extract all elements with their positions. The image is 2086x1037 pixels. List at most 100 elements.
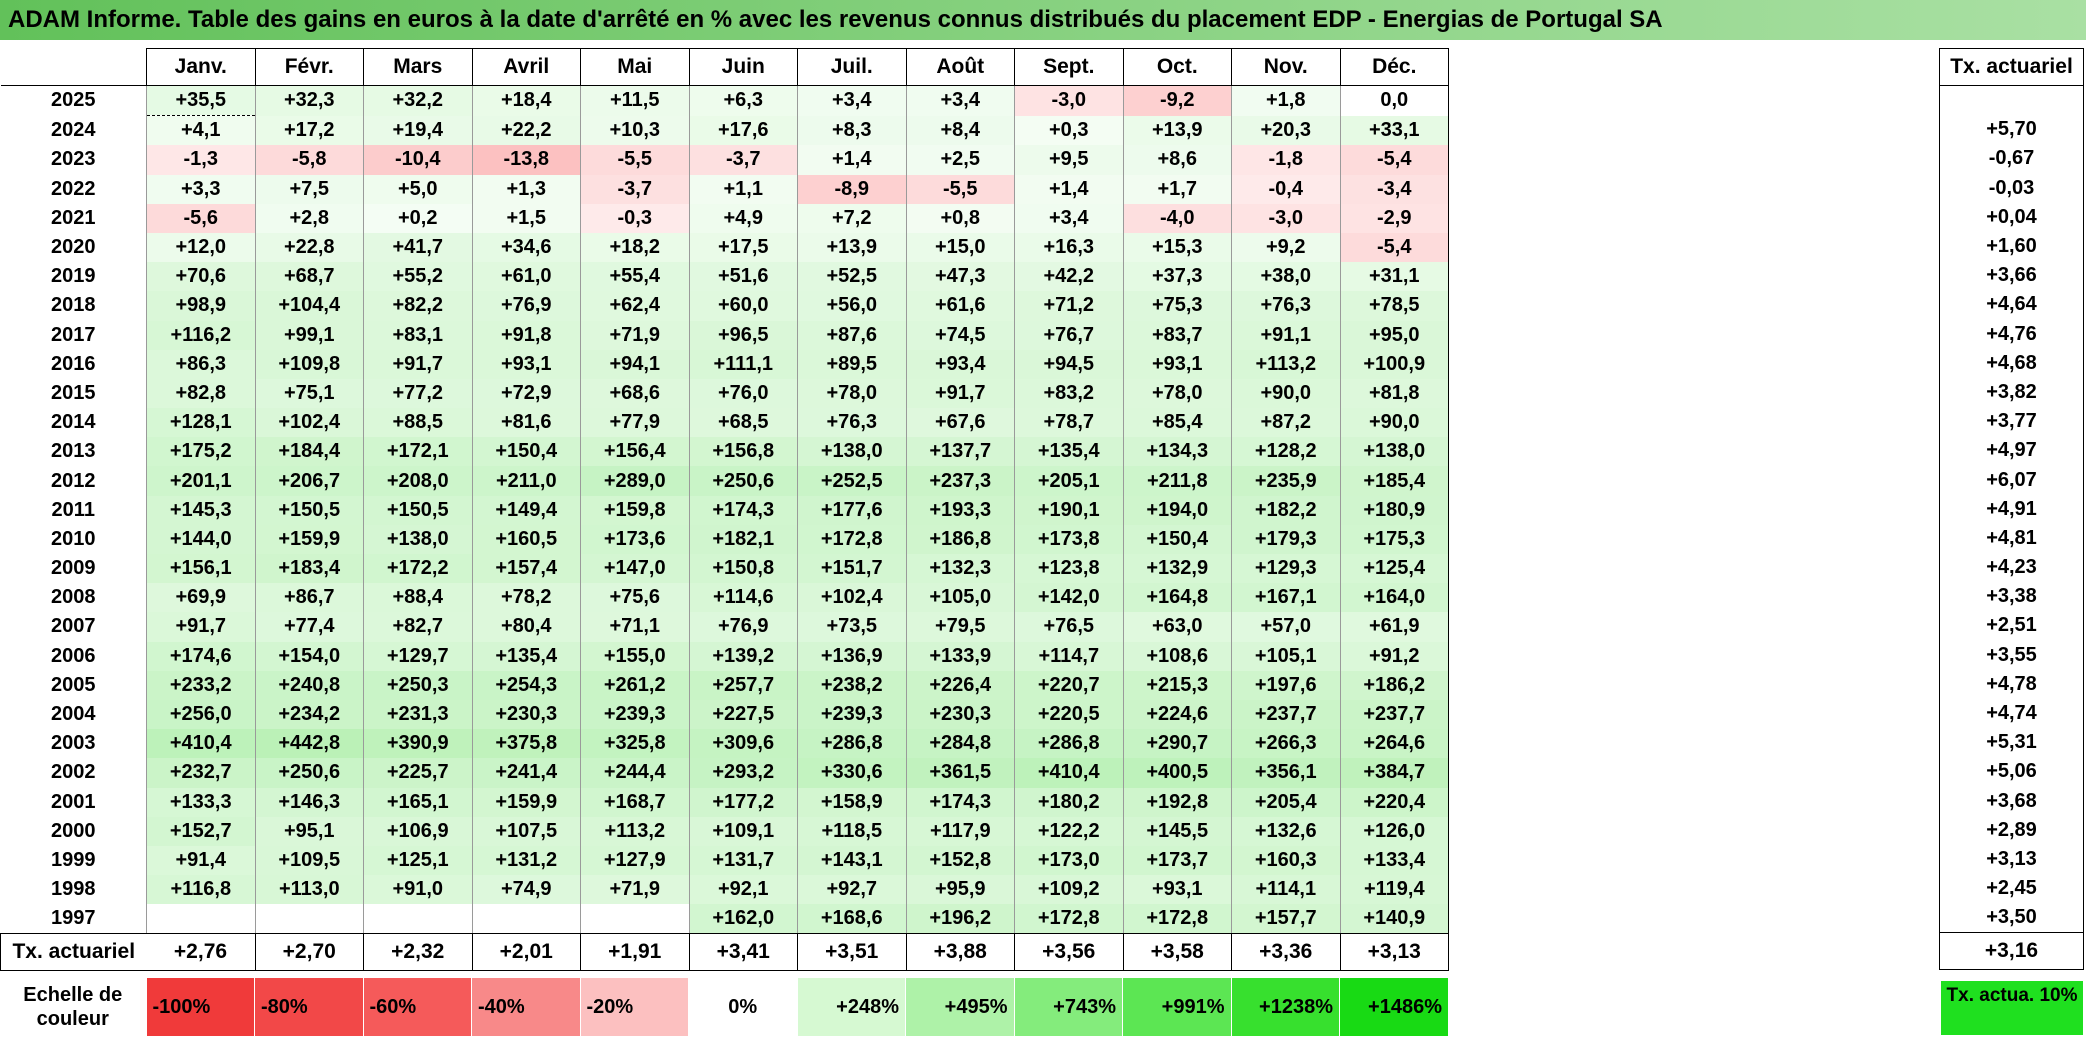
value-cell: +290,7	[1122, 729, 1232, 759]
side-row: +6,07	[1939, 465, 2084, 495]
value-cell: +95,9	[905, 875, 1015, 905]
value-cell: +361,5	[905, 758, 1015, 788]
month-header: Mars	[363, 48, 473, 86]
table-row: 2020 +12,0 +22,8 +41,7 +34,6 +18,2 +17,5 +13,9 +…	[1, 232, 1449, 263]
value-cell: -3,7	[688, 145, 798, 175]
value-cell	[580, 904, 689, 935]
year-cell: 2004	[51, 703, 96, 726]
value-cell: +186,2	[1339, 670, 1449, 700]
value-cell: +159,9	[471, 787, 581, 817]
value-cell: +250,3	[363, 670, 472, 700]
table-row: 1998 +116,8 +113,0 +91,0 +74,9 +71,9 +92,1 +92,…	[1, 875, 1449, 905]
value-cell: +234,2	[254, 699, 364, 730]
value-cell: +88,4	[363, 583, 472, 613]
value-cell	[363, 904, 472, 935]
value-cell: +211,8	[1122, 466, 1232, 496]
value-cell: -8,9	[797, 174, 906, 204]
value-cell: +197,6	[1231, 670, 1340, 700]
side-row: +5,06	[1939, 757, 2084, 787]
month-header: Avril	[472, 48, 581, 86]
value-cell: +128,2	[1231, 437, 1340, 467]
value-cell: +113,0	[254, 875, 364, 905]
side-row: +2,51	[1939, 611, 2084, 641]
value-cell: +160,5	[471, 524, 581, 554]
value-cell: +400,5	[1122, 758, 1232, 788]
side-row: +4,81	[1939, 523, 2084, 553]
value-cell: +109,8	[254, 349, 364, 379]
value-cell: +208,0	[363, 466, 472, 496]
actuarial-rate-cell: +3,55	[1939, 640, 2084, 670]
color-scale: Echelle de couleur -100% -80% -60% -40% -20% 0…	[0, 978, 1448, 1036]
side-row	[1939, 85, 2084, 116]
value-cell: +286,8	[797, 729, 906, 759]
value-cell: +74,5	[905, 320, 1015, 350]
year-cell: 2017	[51, 323, 96, 346]
value-cell: +106,9	[363, 816, 472, 846]
value-cell: +140,9	[1339, 904, 1449, 935]
actuarial-rate-cell: +4,78	[1939, 669, 2084, 699]
table-row: 2021 -5,6 +2,8 +0,2 +1,5 -0,3 +4,9 +7,2 +0,8 +3,4…	[1, 203, 1449, 233]
value-cell: +114,6	[688, 583, 798, 613]
summary-cell: +2,70	[255, 933, 364, 972]
value-cell: +4,9	[688, 203, 798, 233]
summary-cell: +1,91	[580, 933, 690, 972]
value-cell: +135,4	[1014, 437, 1123, 467]
scale-swatch: -20%	[579, 978, 689, 1036]
actuarial-rate-cell: +3,13	[1939, 844, 2084, 875]
value-cell: +92,7	[797, 875, 906, 905]
value-cell: +2,5	[905, 145, 1015, 175]
year-cell: 2025	[51, 89, 96, 112]
value-cell: +156,8	[688, 437, 798, 467]
summary-cell: +2,01	[472, 933, 581, 972]
value-cell: +86,7	[254, 583, 364, 613]
value-cell: +190,1	[1014, 495, 1123, 525]
value-cell: +71,9	[580, 320, 689, 350]
month-header: Juil.	[797, 48, 907, 86]
value-cell: -5,6	[146, 203, 255, 233]
value-cell: +225,7	[363, 758, 472, 788]
value-cell: +7,2	[797, 203, 906, 233]
month-header: Nov.	[1231, 48, 1341, 86]
value-cell: +81,6	[471, 408, 581, 438]
actuarial-rate-legend: Tx. actua. 10%	[1941, 981, 2083, 1035]
month-header: Août	[906, 48, 1015, 86]
month-header: Juin	[689, 48, 798, 86]
value-cell: +72,9	[471, 378, 581, 409]
side-row: +3,38	[1939, 582, 2084, 612]
side-header-row: Tx. actuariel	[1939, 48, 2084, 86]
summary-cell: +3,41	[689, 933, 798, 972]
value-cell: +76,3	[1231, 291, 1340, 321]
side-row: +3,55	[1939, 640, 2084, 670]
value-cell: +150,5	[254, 495, 364, 525]
value-cell: +88,5	[363, 408, 472, 438]
value-cell: +75,1	[254, 378, 364, 409]
table-row: 2025 +35,5 +32,3 +32,2 +18,4 +11,5 +6,3 +3,4 +3,…	[1, 85, 1449, 117]
value-cell: +56,0	[797, 291, 906, 321]
value-cell: +93,1	[1122, 875, 1232, 905]
value-cell: +250,6	[688, 466, 798, 496]
scale-swatch: 0%	[688, 978, 797, 1036]
year-cell: 2024	[51, 119, 96, 142]
value-cell: +33,1	[1339, 115, 1449, 146]
year-cell: 2001	[51, 790, 96, 813]
year-cell: 2021	[51, 206, 96, 229]
value-cell: +220,5	[1014, 699, 1123, 730]
value-cell: +293,2	[688, 758, 798, 788]
actuarial-rate-cell: +4,76	[1939, 319, 2084, 349]
value-cell: -0,3	[580, 203, 689, 233]
summary-row: Tx. actuariel +2,76 +2,70 +2,32 +2,01 +1,91 +3…	[0, 933, 1449, 972]
actuarial-rate-cell: +4,91	[1939, 494, 2084, 524]
value-cell: +91,2	[1339, 641, 1449, 671]
side-row: +1,60	[1939, 231, 2084, 262]
side-summary-cell: +3,16	[1939, 932, 2084, 971]
value-cell: -5,8	[254, 145, 364, 175]
value-cell: +104,4	[254, 291, 364, 321]
side-row: +4,68	[1939, 348, 2084, 378]
value-cell: +142,0	[1014, 583, 1123, 613]
value-cell: +139,2	[688, 641, 798, 671]
side-row: +3,77	[1939, 407, 2084, 437]
table-row: 1999 +91,4 +109,5 +125,1 +131,2 +127,9 +131,7 +…	[1, 845, 1449, 876]
value-cell: +119,4	[1339, 875, 1449, 905]
year-cell: 2016	[51, 352, 96, 375]
value-cell: +81,8	[1339, 378, 1449, 409]
